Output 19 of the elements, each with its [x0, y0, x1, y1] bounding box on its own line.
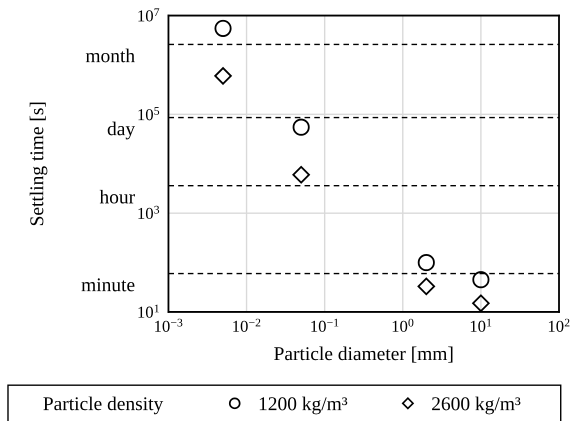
ref-line-label: hour — [100, 190, 135, 204]
x-tick-label: 10$^{0}$ — [392, 318, 414, 332]
x-tick-label: 10$^{−2}$ — [233, 318, 260, 332]
legend-title: Particle density — [43, 396, 164, 414]
x-tick-label: 10$^{−3}$ — [155, 318, 182, 332]
ref-line-label: month — [86, 48, 135, 62]
ref-line-label: day — [108, 122, 136, 140]
y-tick-label: 10$^{5}$ — [138, 107, 160, 120]
legend-label: 1200 kg/m³ — [260, 396, 348, 414]
y-axis-title: Settling time [s] — [30, 102, 48, 226]
legend-label: 2600 kg/m³ — [432, 396, 520, 414]
x-tick-label: 10$^{1}$ — [470, 318, 492, 332]
y-tick-label: 10$^{3}$ — [138, 206, 160, 220]
y-tick-label: 10$^{7}$ — [138, 8, 160, 22]
x-tick-label: 10$^{2}$ — [548, 318, 570, 332]
ref-line-label: minute — [82, 278, 134, 292]
y-tick-label: 10$^{1}$ — [138, 304, 159, 318]
x-axis-title: Particle diameter [mm] — [274, 346, 452, 363]
x-tick-label: 10$^{−1}$ — [311, 318, 338, 332]
